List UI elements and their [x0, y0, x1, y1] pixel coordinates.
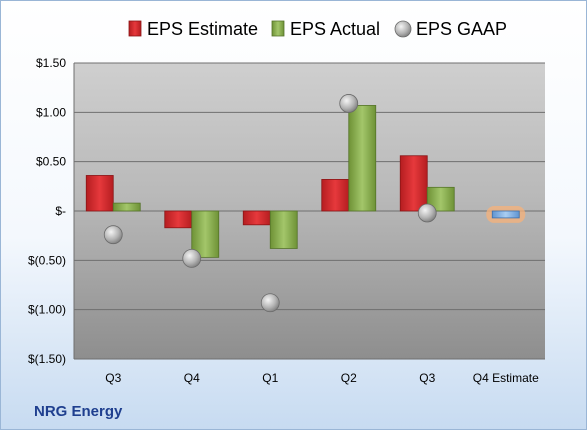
eps-gaap-point — [260, 293, 280, 313]
y-tick-label: $0.50 — [36, 155, 66, 169]
eps-actual-bar — [426, 186, 455, 212]
legend-label-gaap: EPS GAAP — [416, 19, 507, 39]
eps-actual-bar — [191, 210, 220, 258]
legend-label-actual: EPS Actual — [290, 19, 380, 39]
eps-gaap-point — [182, 248, 202, 268]
company-name: NRG Energy — [34, 403, 123, 420]
bars — [85, 105, 526, 258]
x-tick-label: Q4 — [184, 371, 200, 385]
y-tick-label: $- — [55, 204, 66, 218]
y-tick-label: $(1.50) — [28, 352, 66, 366]
legend-label-estimate: EPS Estimate — [147, 19, 258, 39]
eps-gaap-point — [103, 225, 123, 245]
legend: EPS Estimate EPS Actual EPS GAAP — [128, 19, 507, 39]
legend-swatch-gaap — [394, 20, 412, 38]
grid-lines — [73, 62, 545, 360]
x-tick-label: Q4 Estimate — [473, 371, 539, 385]
eps-estimate-bar — [321, 179, 350, 212]
eps-forecast-bar — [491, 210, 520, 219]
legend-swatch-estimate — [128, 20, 142, 37]
x-axis: Q3 Q4 Q1 Q2 Q3 Q4 Estimate — [105, 371, 539, 385]
eps-gaap-point — [417, 203, 437, 223]
x-tick-label: Q2 — [341, 371, 357, 385]
eps-actual-bar — [269, 210, 298, 249]
x-tick-label: Q3 — [419, 371, 435, 385]
eps-gaap-point — [339, 94, 359, 113]
eps-actual-bar — [348, 105, 377, 212]
x-tick-label: Q3 — [105, 371, 121, 385]
eps-estimate-bar — [164, 210, 193, 229]
eps-estimate-bar — [85, 175, 114, 212]
eps-estimate-bar — [399, 155, 428, 212]
y-tick-label: $1.50 — [36, 56, 66, 70]
x-tick-label: Q1 — [262, 371, 278, 385]
y-tick-label: $(0.50) — [28, 253, 66, 267]
eps-actual-bar — [112, 202, 141, 212]
y-axis: $1.50 $1.00 $0.50 $- $(0.50) $(1.00) $(1.50) — [28, 56, 66, 366]
eps-estimate-bar — [242, 210, 271, 226]
gaap-points — [103, 94, 437, 313]
legend-swatch-actual — [271, 20, 285, 37]
y-tick-label: $(1.00) — [28, 303, 66, 317]
y-tick-label: $1.00 — [36, 105, 66, 119]
